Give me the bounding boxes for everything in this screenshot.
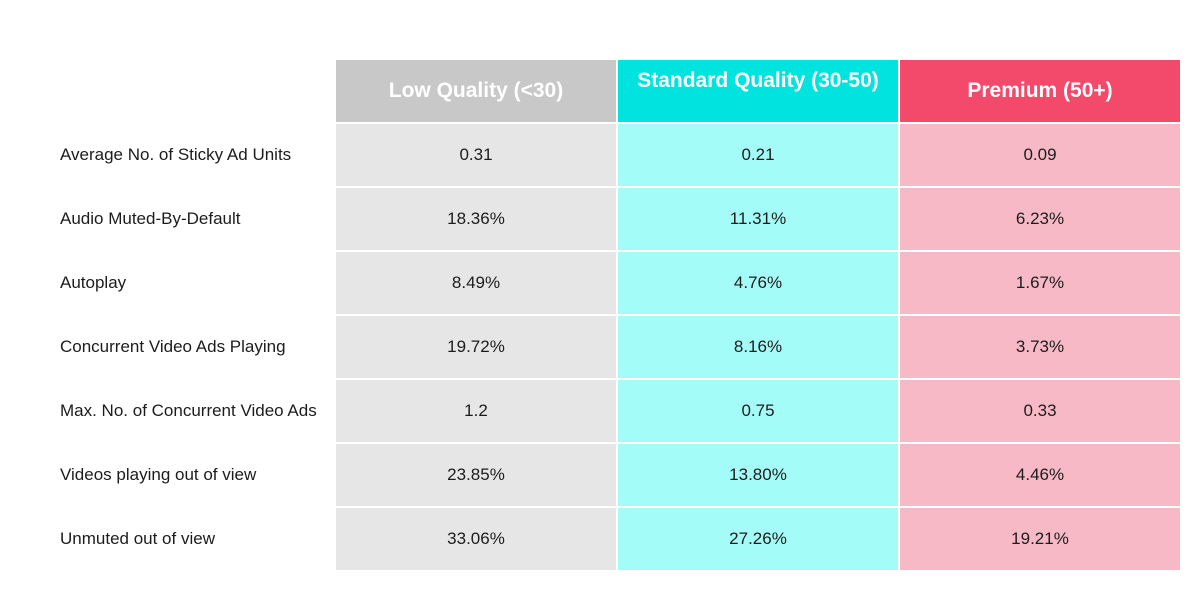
- row-label: Max. No. of Concurrent Video Ads: [48, 380, 334, 442]
- comparison-table: Low Quality (<30) Standard Quality (30-5…: [48, 60, 1180, 570]
- table-cell: 8.49%: [336, 252, 616, 314]
- table-cell: 0.31: [336, 124, 616, 186]
- table-cell: 19.21%: [900, 508, 1180, 570]
- row-label: Average No. of Sticky Ad Units: [48, 124, 334, 186]
- table-cell: 6.23%: [900, 188, 1180, 250]
- table-cell: 4.76%: [618, 252, 898, 314]
- row-label: Autoplay: [48, 252, 334, 314]
- table-cell: 33.06%: [336, 508, 616, 570]
- table-cell: 1.2: [336, 380, 616, 442]
- table-cell: 0.75: [618, 380, 898, 442]
- row-label: Concurrent Video Ads Playing: [48, 316, 334, 378]
- table-cell: 0.21: [618, 124, 898, 186]
- table-cell: 0.09: [900, 124, 1180, 186]
- table-cell: 0.33: [900, 380, 1180, 442]
- row-label: Unmuted out of view: [48, 508, 334, 570]
- table-cell: 27.26%: [618, 508, 898, 570]
- column-header-standard-quality: Standard Quality (30-50): [618, 60, 898, 122]
- table-cell: 11.31%: [618, 188, 898, 250]
- table-corner: [48, 60, 334, 122]
- column-header-low-quality-label: Low Quality (<30): [388, 79, 564, 102]
- column-header-low-quality: Low Quality (<30): [336, 60, 616, 122]
- table-cell: 18.36%: [336, 188, 616, 250]
- row-label: Audio Muted-By-Default: [48, 188, 334, 250]
- column-header-premium: Premium (50+): [900, 60, 1180, 122]
- row-label: Videos playing out of view: [48, 444, 334, 506]
- table-cell: 8.16%: [618, 316, 898, 378]
- table-cell: 3.73%: [900, 316, 1180, 378]
- table-cell: 23.85%: [336, 444, 616, 506]
- table-cell: 4.46%: [900, 444, 1180, 506]
- column-header-standard-quality-label: Standard Quality (30-50): [637, 69, 879, 92]
- table-cell: 13.80%: [618, 444, 898, 506]
- column-header-premium-label: Premium (50+): [967, 79, 1113, 102]
- table-cell: 1.67%: [900, 252, 1180, 314]
- table-cell: 19.72%: [336, 316, 616, 378]
